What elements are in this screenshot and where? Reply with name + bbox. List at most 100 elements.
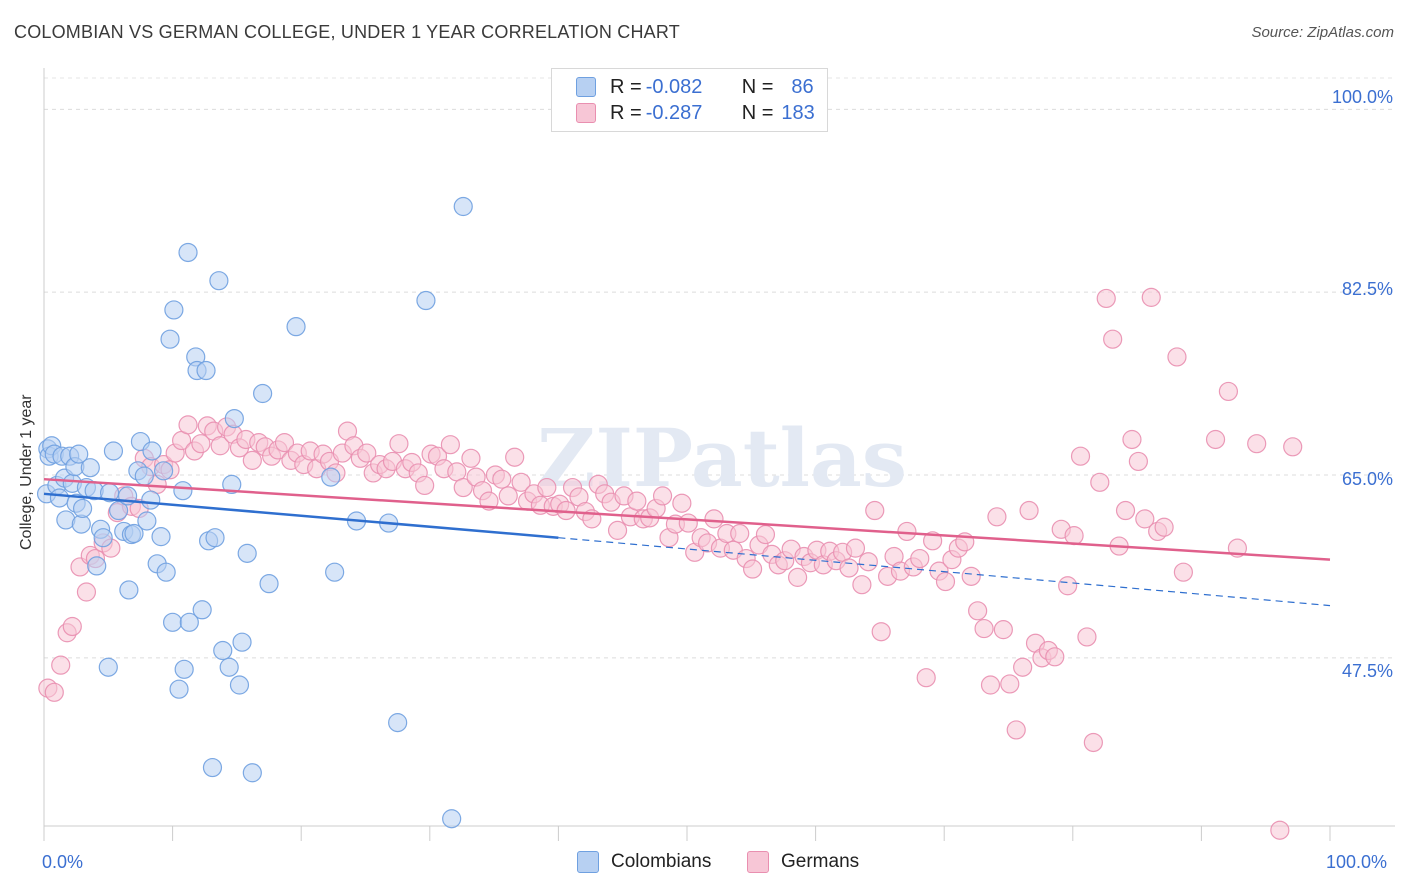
german-point: [1045, 647, 1065, 667]
colombian-point: [153, 461, 174, 481]
colombian-point: [108, 500, 129, 521]
german-point: [357, 443, 377, 463]
german-point: [1218, 381, 1239, 402]
german-point: [1096, 288, 1116, 309]
german-point: [415, 475, 435, 496]
german-point: [980, 675, 1001, 695]
german-point: [865, 500, 885, 521]
german-point: [1070, 446, 1091, 466]
colombian-point: [242, 763, 262, 783]
german-point: [652, 486, 673, 506]
x-tick-label-100: 100.0%: [1326, 852, 1388, 872]
colombian-point: [141, 490, 161, 510]
correlation-legend: R = -0.082 N = 86 R = -0.287 N = 183: [551, 68, 828, 132]
legend-r-label: R =: [610, 101, 642, 124]
colombian-point: [80, 458, 100, 478]
german-point: [974, 618, 994, 639]
colombian-point: [388, 713, 408, 733]
legend-n-value-germans: 183: [781, 101, 815, 124]
colombian-point: [124, 523, 144, 544]
german-point: [1019, 500, 1039, 521]
legend-swatch-colombians: [576, 77, 596, 97]
series-swatch-colombians: [577, 851, 599, 873]
series-legend-germans[interactable]: Germans: [747, 851, 859, 873]
german-point: [453, 477, 473, 498]
colombian-point: [192, 600, 212, 620]
german-point: [1205, 429, 1226, 450]
german-point: [845, 538, 866, 558]
german-point: [858, 552, 878, 572]
german-point: [897, 521, 917, 542]
german-point: [1122, 429, 1142, 450]
colombian-point: [169, 679, 189, 699]
colombian-point: [237, 543, 257, 563]
colombian-point: [321, 467, 341, 487]
german-point: [492, 469, 512, 489]
colombian-point: [453, 196, 473, 217]
colombian-point: [416, 290, 436, 311]
german-point: [1006, 720, 1026, 740]
chart-title: COLOMBIAN VS GERMAN COLLEGE, UNDER 1 YEA…: [14, 22, 680, 42]
german-point: [44, 682, 64, 702]
colombian-point: [69, 444, 89, 464]
chart-source: Source: ZipAtlas.com: [1251, 24, 1394, 41]
y-tick-label-82-5: 82.5%: [1341, 279, 1393, 299]
colombian-point: [174, 659, 194, 679]
german-point: [1270, 820, 1290, 840]
german-point: [852, 575, 872, 595]
german-point: [1090, 472, 1110, 492]
german-point: [191, 434, 211, 454]
german-point: [178, 415, 198, 435]
german-point: [1135, 509, 1155, 529]
germans-trend-line: [43, 477, 1331, 561]
colombian-point: [87, 556, 107, 576]
colombian-point: [160, 329, 180, 349]
colombian-point: [142, 441, 162, 461]
german-point: [1000, 674, 1020, 694]
colombian-point: [229, 675, 250, 695]
german-point: [704, 509, 724, 529]
german-point: [461, 448, 481, 468]
colombian-point: [72, 498, 93, 519]
colombian-point: [134, 466, 154, 486]
series-legend-colombians[interactable]: Colombians: [577, 851, 711, 873]
german-point: [505, 447, 525, 467]
german-point: [1058, 576, 1078, 596]
german-point: [1141, 287, 1161, 307]
colombian-point: [196, 360, 216, 381]
german-point: [62, 616, 82, 637]
german-point: [1013, 657, 1033, 677]
german-point: [916, 668, 936, 688]
colombian-point: [93, 528, 113, 548]
colombian-point: [209, 271, 229, 291]
german-point: [1128, 451, 1148, 472]
colombian-point: [164, 300, 184, 320]
german-point: [1247, 434, 1267, 454]
colombian-point: [137, 511, 157, 531]
series-label-colombians: Colombians: [611, 851, 712, 872]
german-point: [627, 491, 647, 511]
colombian-point: [178, 242, 198, 263]
colombian-point: [259, 574, 279, 594]
legend-r-value-colombians: -0.082: [645, 75, 703, 98]
german-point: [1167, 347, 1187, 367]
colombian-point: [325, 562, 345, 582]
german-point: [672, 493, 692, 513]
german-point: [742, 559, 763, 579]
colombian-point: [103, 441, 124, 461]
colombian-point: [219, 657, 239, 677]
german-point: [1154, 517, 1174, 537]
german-point: [839, 558, 859, 578]
german-point: [511, 472, 531, 492]
german-point: [678, 513, 698, 533]
colombian-point: [98, 657, 118, 677]
german-point: [935, 571, 956, 592]
series-legend: Colombians Germans: [0, 851, 1406, 877]
german-point: [1064, 526, 1084, 546]
german-point: [1103, 329, 1123, 349]
colombian-point: [222, 474, 242, 495]
german-point: [242, 450, 262, 470]
colombian-point: [179, 612, 199, 632]
legend-n-label: N =: [741, 75, 774, 98]
